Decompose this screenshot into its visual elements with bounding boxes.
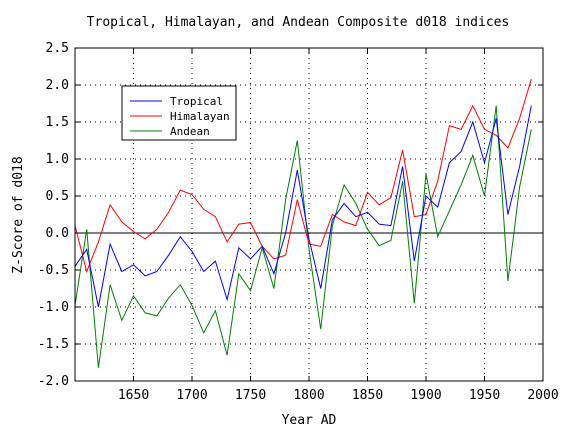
series-line-himalayan <box>74 78 532 274</box>
y-tick-label: -2.0 <box>38 374 69 389</box>
x-tick-label: 1650 <box>118 388 149 403</box>
y-tick-label: -1.0 <box>38 300 69 315</box>
x-tick-label: 1950 <box>469 388 500 403</box>
x-tick-label: 2000 <box>527 388 558 403</box>
y-tick-label: 2.5 <box>46 41 69 56</box>
y-tick-label: 1.5 <box>46 115 69 130</box>
legend-label-tropical: Tropical <box>170 95 223 108</box>
series-line-andean <box>74 105 532 368</box>
legend-label-andean: Andean <box>170 125 210 138</box>
y-tick-label: 2.0 <box>46 78 69 93</box>
x-tick-label: 1850 <box>352 388 383 403</box>
series-layer <box>74 78 532 368</box>
x-tick-label: 1800 <box>293 388 324 403</box>
chart-title: Tropical, Himalayan, and Andean Composit… <box>87 15 510 30</box>
y-tick-label: -1.5 <box>38 337 69 352</box>
ticks <box>75 47 544 382</box>
y-tick-label: 0.0 <box>46 226 69 241</box>
x-axis-label: Year AD <box>282 413 337 428</box>
y-tick-label: 1.0 <box>46 152 69 167</box>
x-tick-label: 1900 <box>410 388 441 403</box>
x-tick-labels: 1650 1700 1750 1800 1850 1900 1950 2000 <box>118 388 559 403</box>
y-axis-label: Z-Score of d018 <box>11 156 26 273</box>
y-tick-label: 0.5 <box>46 189 69 204</box>
legend-label-himalayan: Himalayan <box>170 110 230 123</box>
legend: Tropical Himalayan Andean <box>121 85 237 141</box>
x-tick-label: 1750 <box>235 388 266 403</box>
series-line-tropical <box>74 105 532 308</box>
y-tick-labels: -2.0 -1.5 -1.0 -0.5 0.0 0.5 1.0 1.5 2.0 2.5 <box>38 41 69 389</box>
x-tick-label: 1700 <box>176 388 207 403</box>
y-tick-label: -0.5 <box>38 263 69 278</box>
